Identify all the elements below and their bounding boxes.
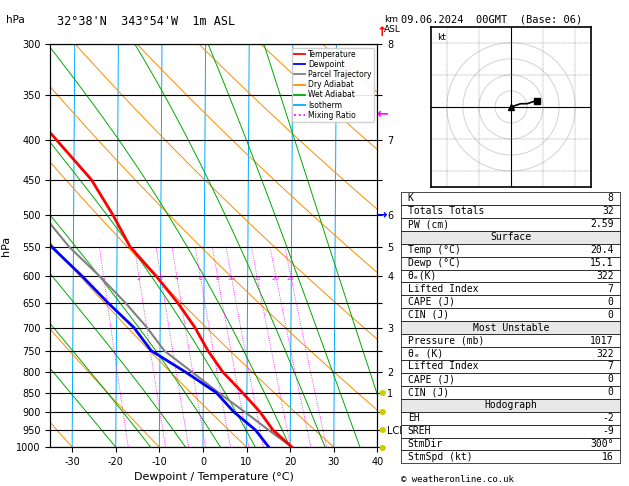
Text: ●: ● [378, 443, 386, 451]
Text: Most Unstable: Most Unstable [472, 323, 549, 332]
Text: Lifted Index: Lifted Index [408, 362, 479, 371]
Text: 1017: 1017 [590, 336, 614, 346]
Text: 0: 0 [608, 387, 614, 397]
Text: 322: 322 [596, 348, 614, 359]
FancyBboxPatch shape [401, 321, 620, 334]
FancyBboxPatch shape [401, 205, 620, 218]
Text: →: → [377, 208, 387, 222]
Text: km
ASL: km ASL [384, 15, 401, 34]
Text: K: K [408, 193, 414, 204]
Text: 09.06.2024  00GMT  (Base: 06): 09.06.2024 00GMT (Base: 06) [401, 15, 582, 25]
Text: Surface: Surface [490, 232, 532, 242]
Text: PW (cm): PW (cm) [408, 219, 449, 229]
Text: 1: 1 [102, 276, 106, 281]
FancyBboxPatch shape [401, 231, 620, 243]
Text: -2: -2 [602, 413, 614, 423]
Text: StmSpd (kt): StmSpd (kt) [408, 452, 472, 462]
FancyBboxPatch shape [401, 270, 620, 282]
X-axis label: Dewpoint / Temperature (°C): Dewpoint / Temperature (°C) [134, 472, 294, 483]
Text: 15: 15 [253, 276, 261, 281]
Text: 16: 16 [602, 452, 614, 462]
Text: 0: 0 [608, 310, 614, 320]
Text: CAPE (J): CAPE (J) [408, 297, 455, 307]
Text: StmDir: StmDir [408, 439, 443, 449]
FancyBboxPatch shape [401, 347, 620, 360]
Text: θₑ (K): θₑ (K) [408, 348, 443, 359]
FancyBboxPatch shape [401, 334, 620, 347]
Text: ●: ● [378, 425, 386, 434]
Text: 2: 2 [137, 276, 141, 281]
Text: ←: ← [376, 107, 387, 121]
Text: 32: 32 [602, 207, 614, 216]
Text: θₑ(K): θₑ(K) [408, 271, 437, 281]
FancyBboxPatch shape [401, 282, 620, 295]
Text: kt: kt [437, 33, 446, 42]
Text: 6: 6 [198, 276, 202, 281]
Text: 322: 322 [596, 271, 614, 281]
FancyBboxPatch shape [401, 360, 620, 373]
Text: ●: ● [378, 407, 386, 417]
Text: 7: 7 [608, 284, 614, 294]
FancyBboxPatch shape [401, 437, 620, 451]
Text: 0: 0 [608, 297, 614, 307]
FancyBboxPatch shape [401, 257, 620, 270]
Text: 0: 0 [608, 374, 614, 384]
FancyBboxPatch shape [401, 243, 620, 257]
FancyBboxPatch shape [401, 192, 620, 205]
Y-axis label: hPa: hPa [1, 235, 11, 256]
Text: 32°38'N  343°54'W  1m ASL: 32°38'N 343°54'W 1m ASL [57, 15, 235, 28]
Text: CAPE (J): CAPE (J) [408, 374, 455, 384]
FancyBboxPatch shape [401, 308, 620, 321]
Text: 3: 3 [159, 276, 163, 281]
Text: 20.4: 20.4 [590, 245, 614, 255]
Text: Lifted Index: Lifted Index [408, 284, 479, 294]
Text: ●: ● [378, 388, 386, 397]
Text: Pressure (mb): Pressure (mb) [408, 336, 484, 346]
Text: Totals Totals: Totals Totals [408, 207, 484, 216]
Text: hPa: hPa [6, 15, 25, 25]
Text: -9: -9 [602, 426, 614, 436]
Legend: Temperature, Dewpoint, Parcel Trajectory, Dry Adiabat, Wet Adiabat, Isotherm, Mi: Temperature, Dewpoint, Parcel Trajectory… [292, 48, 374, 122]
Text: Hodograph: Hodograph [484, 400, 537, 410]
Text: CIN (J): CIN (J) [408, 310, 449, 320]
FancyBboxPatch shape [401, 218, 620, 231]
FancyBboxPatch shape [401, 451, 620, 463]
Text: 15.1: 15.1 [590, 258, 614, 268]
Text: © weatheronline.co.uk: © weatheronline.co.uk [401, 474, 514, 484]
Text: 2.59: 2.59 [590, 219, 614, 229]
Text: 20: 20 [272, 276, 280, 281]
Text: 7: 7 [608, 362, 614, 371]
FancyBboxPatch shape [401, 412, 620, 425]
FancyBboxPatch shape [401, 386, 620, 399]
Text: EH: EH [408, 413, 420, 423]
FancyBboxPatch shape [401, 295, 620, 308]
Text: ↑: ↑ [377, 26, 387, 39]
Text: 10: 10 [227, 276, 235, 281]
Text: Dewp (°C): Dewp (°C) [408, 258, 461, 268]
FancyBboxPatch shape [401, 373, 620, 386]
Text: 8: 8 [216, 276, 220, 281]
Text: 8: 8 [608, 193, 614, 204]
Text: Temp (°C): Temp (°C) [408, 245, 461, 255]
Text: 300°: 300° [590, 439, 614, 449]
FancyBboxPatch shape [401, 425, 620, 437]
Text: 4: 4 [175, 276, 179, 281]
Text: SREH: SREH [408, 426, 431, 436]
Text: CIN (J): CIN (J) [408, 387, 449, 397]
FancyBboxPatch shape [401, 399, 620, 412]
Text: 25: 25 [287, 276, 294, 281]
